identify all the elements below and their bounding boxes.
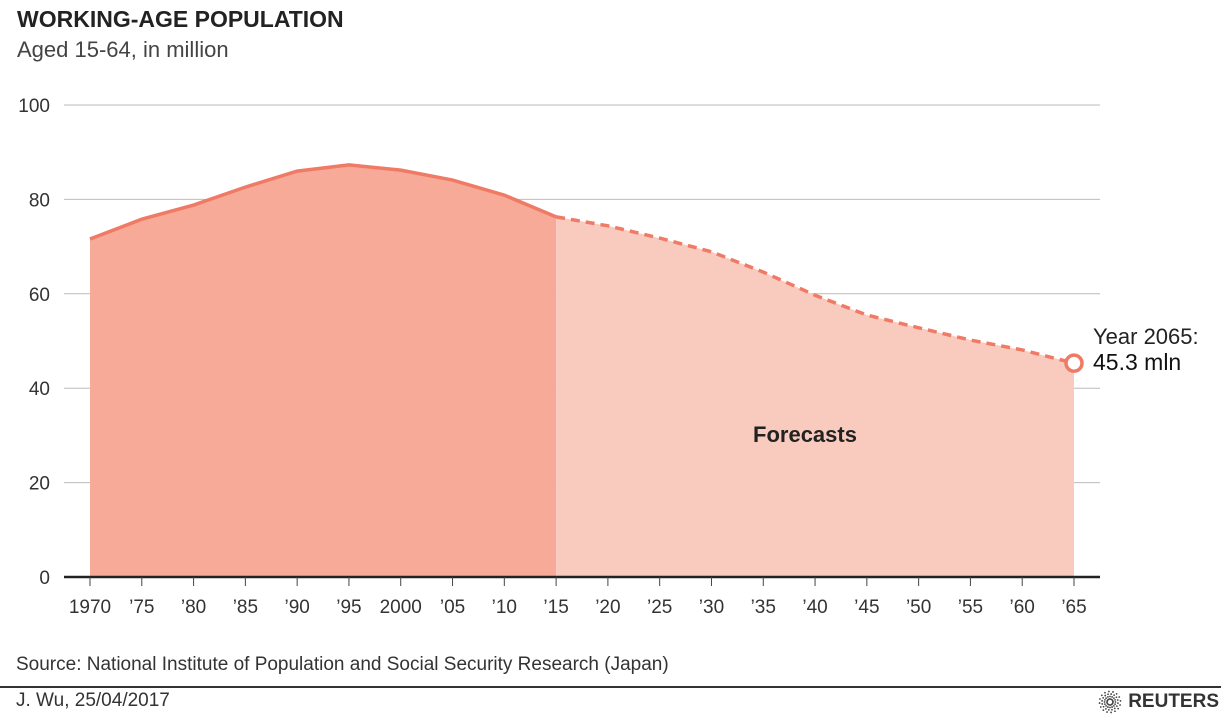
forecast-area (556, 216, 1074, 577)
footer-divider (0, 686, 1221, 688)
x-tick-label: ’65 (1061, 597, 1086, 618)
y-tick-label: 100 (18, 96, 50, 117)
y-tick-label: 60 (29, 285, 50, 306)
x-tick-label: 1970 (69, 597, 111, 618)
x-tick-label: ’20 (595, 597, 620, 618)
x-tick-label: ’95 (336, 597, 361, 618)
source-note: Source: National Institute of Population… (16, 654, 669, 675)
x-tick-label: ’45 (854, 597, 879, 618)
forecast-line (555, 215, 1075, 365)
x-tick-label: 2000 (380, 597, 422, 618)
annotation-year: Year 2065: (1093, 324, 1199, 349)
x-tick-label: ’10 (492, 597, 517, 618)
chart-title: WORKING-AGE POPULATION (17, 6, 344, 32)
y-tick-label: 80 (29, 190, 50, 211)
x-tick-label: ’25 (647, 597, 672, 618)
x-tick-label: ’90 (284, 597, 309, 618)
x-tick-label: ’60 (1010, 597, 1035, 618)
reuters-logo: REUTERS (1098, 690, 1219, 714)
x-tick-label: ’15 (543, 597, 568, 618)
logo-text: REUTERS (1128, 691, 1219, 712)
x-tick-label: ’75 (129, 597, 154, 618)
endpoint-marker (1064, 353, 1084, 373)
reuters-dots-icon (1098, 690, 1122, 714)
x-tick-label: ’35 (751, 597, 776, 618)
x-tick-label: ’50 (906, 597, 931, 618)
annotation-value: 45.3 mln (1093, 349, 1181, 375)
y-tick-label: 0 (39, 568, 50, 589)
chart-subtitle: Aged 15-64, in million (17, 37, 229, 62)
actual-line (89, 163, 557, 241)
y-tick-label: 40 (29, 379, 50, 400)
forecast-label: Forecasts (753, 422, 857, 447)
byline: J. Wu, 25/04/2017 (16, 690, 170, 711)
x-tick-label: ’80 (181, 597, 206, 618)
actual-area (90, 164, 557, 577)
x-tick-label: ’40 (802, 597, 827, 618)
y-tick-label: 20 (29, 474, 50, 495)
x-tick-label: ’55 (958, 597, 983, 618)
x-tick-label: ’30 (699, 597, 724, 618)
x-tick-label: ’85 (233, 597, 258, 618)
x-tick-label: ’05 (440, 597, 465, 618)
